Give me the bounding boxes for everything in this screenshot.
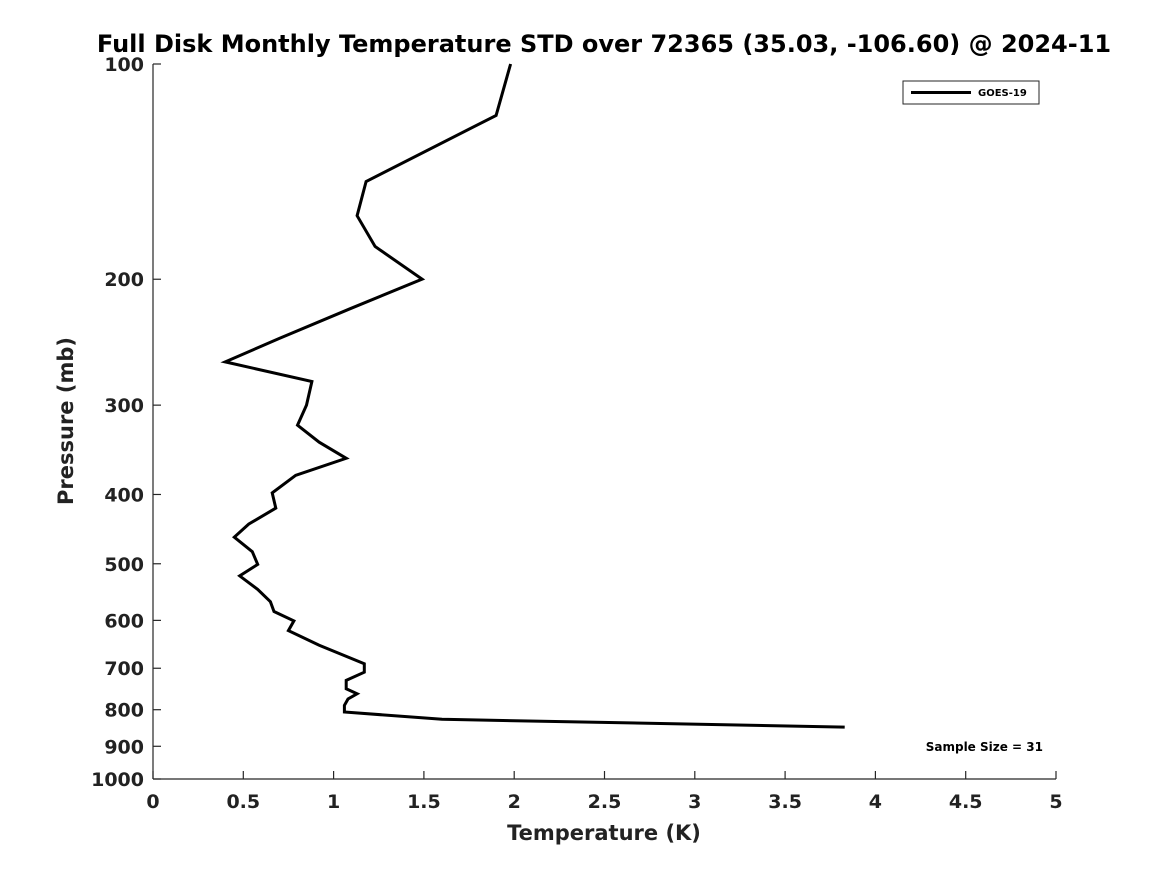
x-tick-label: 1	[327, 791, 340, 813]
x-axis-label: Temperature (K)	[507, 821, 701, 845]
series-layer	[220, 63, 845, 729]
x-tick-label: 2	[508, 791, 521, 813]
x-tick-label: 0	[146, 791, 159, 813]
x-axis-ticks: 0 0.5 1 1.5 2 2.5 3 3.5 4 4.5 5	[146, 771, 1063, 813]
y-tick-label: 400	[104, 484, 144, 506]
legend-label-goes-19: GOES-19	[978, 88, 1027, 99]
y-tick-label: 900	[104, 736, 144, 758]
y-tick-label: 300	[104, 395, 144, 417]
y-tick-label: 100	[104, 54, 144, 76]
y-tick-label: 500	[104, 554, 144, 576]
y-tick-label: 1000	[91, 769, 144, 791]
sample-size-annotation: Sample Size = 31	[926, 740, 1043, 754]
x-tick-label: 4.5	[949, 791, 983, 813]
legend: GOES-19	[902, 80, 1040, 105]
plot-area	[152, 64, 1056, 780]
y-tick-label: 800	[104, 700, 144, 722]
y-axis-label: Pressure (mb)	[54, 337, 78, 505]
chart-title: Full Disk Monthly Temperature STD over 7…	[97, 30, 1111, 58]
x-tick-label: 1.5	[407, 791, 441, 813]
series-line-goes-19	[220, 63, 845, 729]
y-tick-label: 700	[104, 658, 144, 680]
y-axis-ticks: 100 200 300 400 500 600 700 800 900 1000	[91, 54, 161, 791]
x-tick-label: 2.5	[588, 791, 622, 813]
x-tick-label: 3.5	[768, 791, 802, 813]
x-tick-label: 5	[1049, 791, 1062, 813]
x-tick-label: 3	[688, 791, 701, 813]
x-tick-label: 0.5	[226, 791, 260, 813]
y-tick-label: 600	[104, 610, 144, 632]
y-tick-label: 200	[104, 269, 144, 291]
x-tick-label: 4	[869, 791, 882, 813]
